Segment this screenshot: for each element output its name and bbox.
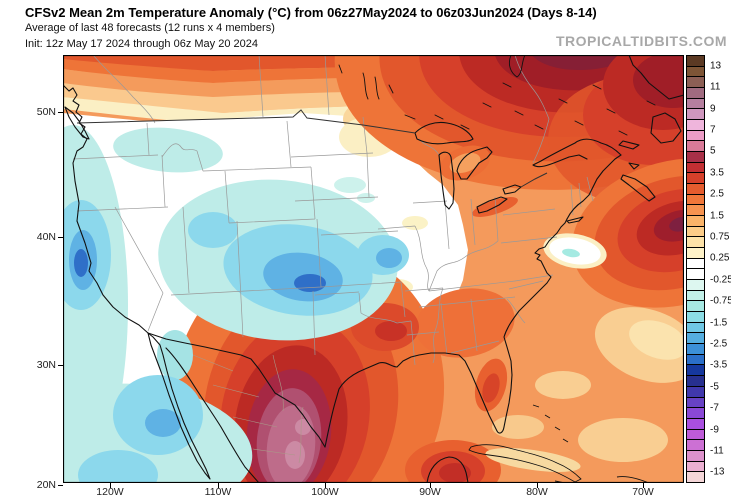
colorbar-cell [687,290,704,302]
y-axis-tick [58,485,63,486]
x-axis-tick [643,483,644,488]
colorbar-cell [687,173,704,185]
colorbar-cell [687,88,704,99]
y-axis-label: 20N [36,479,56,491]
colorbar-cell [687,56,704,67]
state-borders [72,55,594,366]
y-axis-label: 30N [36,359,56,371]
x-axis-tick [325,483,326,488]
x-axis-tick [110,483,111,488]
x-axis-label: 90W [419,486,441,498]
colorbar-cell [687,237,704,249]
colorbar-cell [687,130,704,142]
great-lakes [414,121,522,214]
colorbar-tick-label: -7 [710,402,719,414]
colorbar-cell [687,461,704,473]
colorbar-tick-label: -11 [710,445,724,457]
colorbar-cell [687,141,704,153]
canada-lakes [338,55,656,136]
colorbar-tick-label: -2.5 [710,338,728,350]
x-axis-label: 70W [632,486,654,498]
colorbar-cell [687,248,704,259]
colorbar-cell [687,386,704,398]
colorbar-tick-label: 7 [710,124,716,136]
x-axis-label: 110W [204,486,232,498]
colorbar-cell [687,408,704,419]
coastlines [63,55,684,483]
colorbar-cell [687,472,704,482]
page-subtitle: Average of last 48 forecasts (12 runs x … [25,22,275,34]
y-axis-label: 40N [36,231,56,243]
colorbar-cell [687,152,704,163]
colorbar-cell [687,98,704,110]
y-axis-tick [58,365,63,366]
x-axis-tick [537,483,538,488]
colorbar-cell [687,66,704,78]
colorbar-tick-label: 2.5 [710,188,724,200]
colorbar-cell [687,280,704,291]
mexico-state-borders [192,354,304,464]
colorbar-cell [687,226,704,238]
newjersey-neutral-pocket [543,233,607,269]
x-axis-tick [218,483,219,488]
colorbar-tick-label: -9 [710,424,719,435]
x-axis-tick [430,483,431,488]
colorbar-cell [687,184,704,195]
x-axis-label: 120W [96,486,124,498]
colorbar-tick-label: 3.5 [710,167,724,179]
colorbar-cell [687,77,704,89]
colorbar-tick-label: 13 [710,60,722,72]
x-axis-label: 100W [311,486,339,498]
colorbar-tick-label: 5 [710,145,716,157]
colorbar-cell [687,450,704,462]
colorbar-cell [687,354,704,366]
colorbar-tick-label: -5 [710,381,719,393]
colorbar-tick-label: -0.25 [710,274,731,286]
y-axis-tick [58,237,63,238]
colorbar-cell [687,397,704,409]
colorbar-cell [687,301,704,313]
colorbar-cell [687,194,704,206]
colorbar-cell [687,258,704,270]
colorbar-cell [687,365,704,377]
colorbar-tick-label: -1.5 [710,317,728,328]
map-frame [63,55,684,483]
cool-anomaly-region [63,125,409,483]
colorbar-cell [687,333,704,345]
colorbar-cell [687,376,704,387]
colorbar-cell [687,216,704,227]
colorbar-cell [687,269,704,281]
watermark: TROPICALTIDBITS.COM [555,33,727,49]
page-title: CFSv2 Mean 2m Temperature Anomaly (°C) f… [25,5,597,20]
weather-map [63,55,684,483]
init-line: Init: 12z May 17 2024 through 06z May 20… [25,38,258,50]
x-axis-label: 80W [526,486,548,498]
us-canada-border [76,109,548,188]
colorbar-cell [687,109,704,121]
colorbar-tick-label: 0.25 [710,252,730,264]
colorbar-cell [687,429,704,441]
colorbar-tick-label: 0.75 [710,231,730,243]
colorbar-cell [687,205,704,217]
colorbar-cell [687,418,704,430]
atlantic-hot-anomaly [571,158,684,308]
colorbar-tick-label: 11 [710,81,721,93]
colorbar-tick-label: -0.75 [710,295,731,307]
y-axis-tick [58,112,63,113]
colorbar-cell [687,440,704,451]
colorbar-cell [687,162,704,174]
colorbar-tick-label: -13 [710,466,725,478]
y-axis-label: 50N [36,106,56,118]
colorbar-cell [687,344,704,355]
colorbar-labels: 13 11 9 7 5 3.5 2.5 1.5 0.75 0.25 -0.25 -0.75 -1.5 -2… [710,55,731,483]
colorbar-tick-label: 9 [710,103,716,114]
colorbar-cell [687,120,704,131]
colorbar-cell [687,322,704,334]
colorbar-tick-label: 1.5 [710,210,724,221]
colorbar-tick-label: -3.5 [710,359,728,371]
colorbar-cell [687,312,704,323]
temperature-anomaly-map [63,55,684,483]
colorbar [686,55,705,483]
